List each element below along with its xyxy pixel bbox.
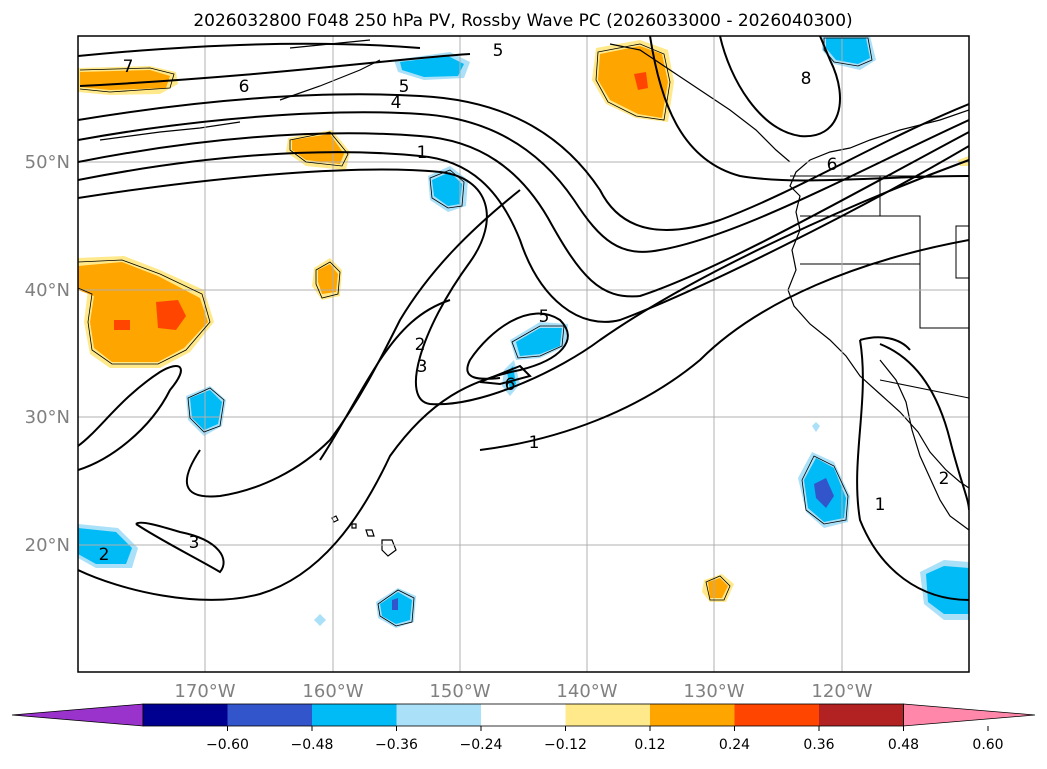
contour-label: 2 <box>415 335 426 355</box>
positive-anomaly-shading <box>78 40 969 602</box>
contour-label: 3 <box>417 357 428 377</box>
contour-label: 5 <box>539 307 550 327</box>
map-frame <box>77 35 970 673</box>
colorbar-segment <box>227 704 313 726</box>
contour-label: 5 <box>493 41 504 61</box>
colorbar-tick-label: 0.24 <box>719 737 750 753</box>
contour-label: 5 <box>399 77 410 97</box>
contour-label: 6 <box>505 375 516 395</box>
contour-label: 2 <box>99 545 110 565</box>
lon-label: 130°W <box>683 681 744 702</box>
lon-label: 170°W <box>174 681 235 702</box>
contour-label: 8 <box>801 69 812 89</box>
colorbar-frame <box>142 703 904 727</box>
colorbar-extend-high <box>903 703 1036 727</box>
lat-label: 40°N <box>25 280 70 301</box>
colorbar-tick-label: 0.60 <box>972 737 1003 753</box>
pv-contours <box>78 36 969 601</box>
colorbar-tick-label: −0.48 <box>291 737 334 753</box>
colorbar-segment <box>481 704 566 726</box>
contour-label: 1 <box>417 143 428 163</box>
longitude-labels: 170°W 160°W 150°W 140°W 130°W 120°W <box>174 681 872 702</box>
contour-label: 3 <box>189 533 200 553</box>
contour-label: 2 <box>939 469 950 489</box>
lat-label: 30°N <box>25 407 70 428</box>
lon-label: 160°W <box>302 681 363 702</box>
contour-label: 4 <box>391 93 402 113</box>
contour-label: 1 <box>529 433 540 453</box>
colorbar-tick-label: −0.36 <box>375 737 418 753</box>
colorbar-segment <box>143 704 228 726</box>
colorbar-tick-label: −0.60 <box>206 737 249 753</box>
lon-label: 150°W <box>429 681 490 702</box>
colorbar-segment <box>312 704 397 726</box>
colorbar-tick-label: −0.24 <box>460 737 503 753</box>
figure-title: 2026032800 F048 250 hPa PV, Rossby Wave … <box>193 11 852 31</box>
colorbar-segment <box>819 704 904 726</box>
lon-label: 120°W <box>811 681 872 702</box>
contour-label: 1 <box>875 495 886 515</box>
colorbar-extend-low <box>11 703 144 727</box>
contour-label: 6 <box>827 155 838 175</box>
lat-label: 20°N <box>25 535 70 556</box>
colorbar-segment <box>650 704 735 726</box>
latitude-labels: 50°N 40°N 30°N 20°N <box>25 152 70 556</box>
contour-label: 6 <box>239 77 250 97</box>
colorbar-tick-label: 0.48 <box>888 737 919 753</box>
contour-label: 7 <box>123 57 134 77</box>
colorbar-segment <box>396 704 482 726</box>
lon-label: 140°W <box>556 681 617 702</box>
graticule <box>78 36 969 672</box>
coastlines <box>99 39 969 557</box>
colorbar-tick-label: 0.36 <box>803 737 834 753</box>
lat-label: 50°N <box>25 152 70 173</box>
map-area: 7 6 5 4 5 1 8 6 2 3 5 6 1 3 2 1 2 <box>78 36 969 672</box>
colorbar-segment <box>734 704 820 726</box>
colorbar-segment <box>565 704 651 726</box>
colorbar-tick-label: −0.12 <box>544 737 587 753</box>
colorbar-tick-label: 0.12 <box>634 737 665 753</box>
colorbar: −0.60 −0.48 −0.36 −0.24 −0.12 0.12 0.24 0.36 0.4… <box>11 703 1036 753</box>
contour-labels: 7 6 5 4 5 1 8 6 2 3 5 6 1 3 2 1 2 <box>99 41 950 565</box>
